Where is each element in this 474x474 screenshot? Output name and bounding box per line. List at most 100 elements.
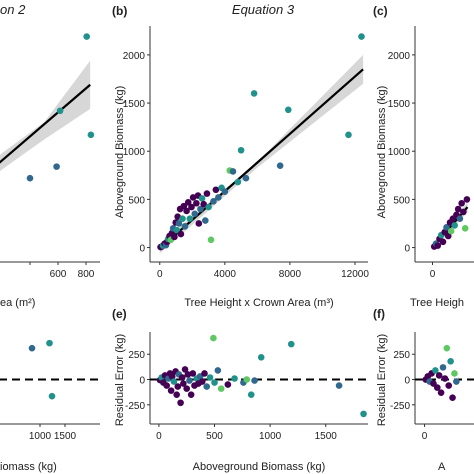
p1-data-point [195,220,203,227]
panel-e-label: (e) [112,307,127,321]
p4-data-point [189,370,197,377]
p5-data-point [437,389,445,396]
p1-data-point [184,198,192,206]
p2-y-tick-label: 500 [393,195,410,206]
panel-b: (b) Equation 3 0 500 1000 1500 2000 0 4000 8000… [112,2,369,309]
p1-data-point [181,223,189,230]
panel-e-xlabel: Aboveground Biomass (kg) [193,461,326,473]
p1-confidence-band [159,54,364,254]
p1-data-point [177,230,185,238]
p0-data-point [83,33,90,40]
p5-data-point [443,344,451,352]
p5-data-point [449,394,456,402]
p4-y-tick-label: -250 [125,401,145,412]
p1-y-tick-label: 1500 [123,99,146,110]
p1-data-point [171,233,178,241]
p4-x-tick-label: 1500 [315,431,338,442]
p0-x-tick-label: 600 [50,269,67,280]
p4-data-point [170,378,178,385]
panel-f-ylabel: Residual Error (kg) [376,334,388,426]
p1-data-point [358,33,365,40]
p0-data-point [26,174,34,182]
p2-data-point [456,215,464,222]
p2-data-point [460,208,467,216]
p1-x-tick-label: 0 [157,269,163,280]
p4-x-tick-label: 500 [206,431,223,442]
panel-c-xlabel: Tree Heigh [410,297,464,309]
p1-data-point [198,195,206,202]
p1-data-point [284,106,292,114]
p4-data-point [224,381,232,388]
p2-y-tick-label: 2000 [388,51,411,62]
panel-d-xlabel: iomass (kg) [0,461,57,473]
p4-data-point [247,391,255,398]
panel-a-title: on 2 [0,2,26,17]
panel-e-ylabel: Residual Error (kg) [114,334,126,426]
p4-data-point [180,380,187,387]
p4-data-point [184,371,192,378]
p4-data-point [201,370,208,377]
p0-confidence-band [0,60,91,172]
p1-data-point [237,146,245,154]
p1-x-tick-label: 8000 [279,269,302,280]
panel-b-label: (b) [112,4,127,18]
p4-data-point [173,391,180,398]
panel-e: (e) -250 0 250 0 500 1000 1500 Aboveground Bio… [112,307,368,473]
p3-x-tick-label: 1500 [54,431,77,442]
panel-c: (c) 0 500 1000 1500 2000 0 Tree Heigh Abovegr… [373,4,474,309]
panel-b-xlabel: Tree Height x Crown Area (m³) [184,297,333,309]
p4-data-point [206,374,214,381]
p4-data-point [203,383,211,390]
p0-data-point [53,163,60,170]
p0-data-point [56,107,64,115]
p1-y-tick-label: 0 [139,244,145,255]
panel-c-ylabel: Aboveground Biomass (kg) [376,86,388,219]
p5-data-point [435,372,443,379]
panel-f-label: (f) [373,307,385,321]
p4-data-point [198,378,206,385]
p4-data-point [257,353,265,361]
p3-x-tick-label: 1000 [29,431,52,442]
p3-data-point [46,339,53,347]
p1-data-point [197,205,204,213]
p1-y-tick-label: 2000 [123,51,146,62]
p4-data-point [251,377,258,384]
p1-data-point [175,220,183,227]
p1-data-point [210,198,217,205]
p1-data-point [221,188,229,195]
panel-b-title: Equation 3 [232,2,295,17]
p4-data-point [168,373,176,380]
p1-data-point [186,215,194,222]
p1-y-tick-label: 1000 [123,147,146,158]
p4-data-point [360,410,367,418]
p1-data-point [180,202,188,210]
panel-a: on 2 600 800 ea (m²) [0,2,100,309]
p5-x-tick-label: 0 [422,431,428,442]
p5-data-point [433,384,441,391]
p4-data-point [287,340,295,348]
p1-data-point [200,200,207,208]
p5-data-point [451,370,458,377]
p4-data-point [163,382,170,389]
p4-data-point [186,377,193,384]
p5-y-tick-label: 0 [404,376,410,387]
p4-data-point [174,383,182,390]
p2-y-tick-label: 1000 [388,147,411,158]
panel-f: (f) -250 0 250 0 A Residual Error (kg) [373,307,474,473]
p2-data-point [461,224,469,232]
p4-data-point [177,399,184,407]
p4-x-tick-label: 1000 [259,431,282,442]
p1-y-tick-label: 500 [128,195,145,206]
p5-data-point [447,358,454,365]
p1-data-point [202,217,209,224]
p5-y-tick-label: -250 [390,401,410,412]
p1-data-point [203,190,211,197]
p4-data-point [214,367,222,374]
p2-data-point [463,196,471,203]
p4-data-point [231,375,238,382]
p1-data-point [212,186,220,194]
p4-data-point [183,385,191,392]
p5-data-point [445,382,453,389]
p4-data-point [210,334,217,342]
p0-fit-line [0,83,91,164]
